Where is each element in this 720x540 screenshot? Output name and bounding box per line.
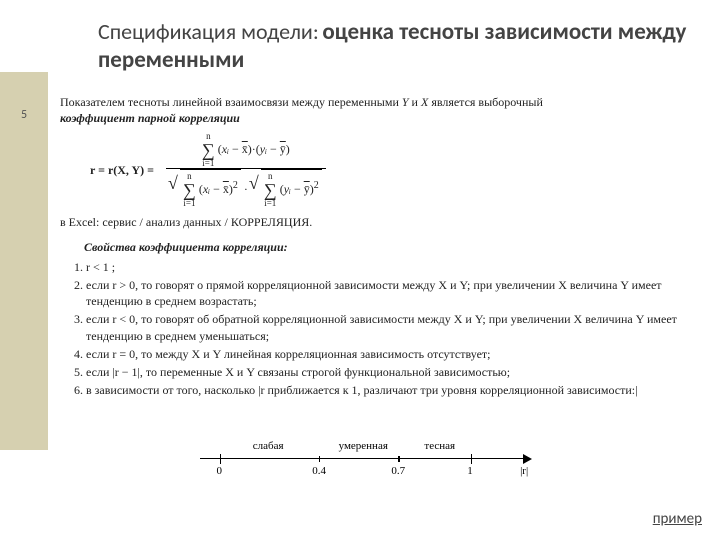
intro-text-b: и	[412, 95, 421, 109]
tick-04	[319, 456, 321, 462]
formula-fraction: n∑i=1 (xᵢ − x̄)·(yᵢ − ȳ) n∑i=1 (xᵢ − x̄)…	[166, 132, 326, 208]
correlation-formula: r = r(X, Y) = n∑i=1 (xᵢ − x̄)·(yᵢ − ȳ) n…	[90, 132, 700, 208]
properties-title: Свойства коэффициента корреляции:	[84, 239, 700, 255]
correlation-scale: слабая умеренная тесная 0 0.4 0.7 1 |r|	[200, 440, 530, 500]
xi-2: xᵢ	[203, 182, 210, 196]
sum-lower-3: i=1	[264, 199, 277, 208]
prop-4: если r = 0, то между X и Y линейная корр…	[86, 346, 700, 362]
var-y: Y	[402, 95, 409, 109]
intro-text-c: является выборочный	[431, 95, 543, 109]
scale-07: 0.7	[391, 465, 405, 477]
yi: yᵢ	[260, 142, 267, 156]
scale-04: 0.4	[312, 465, 326, 477]
prop-1: r < 1 ;	[86, 259, 700, 275]
excel-instruction: в Excel: сервис / анализ данных / КОРРЕЛ…	[60, 214, 700, 230]
slide-title: Спецификация модели: оценка тесноты зави…	[98, 18, 698, 74]
xi: xᵢ	[222, 142, 229, 156]
prop-2: если r > 0, то говорят о прямой корреляц…	[86, 277, 700, 309]
tick-0	[220, 454, 222, 464]
scale-axis	[200, 458, 530, 459]
intro-paragraph: Показателем тесноты линейной взаимосвязи…	[60, 94, 700, 126]
scale-labels-top: слабая умеренная тесная	[200, 440, 530, 456]
prop-3: если r < 0, то говорят об обратной корре…	[86, 311, 700, 343]
scale-weak: слабая	[253, 440, 284, 452]
intro-text-a: Показателем тесноты линейной взаимосвязи…	[60, 95, 402, 109]
sq-1: 2	[233, 180, 238, 191]
coeff-name: коэффициент парной корреляции	[60, 111, 240, 125]
scale-moderate: умеренная	[339, 440, 388, 452]
scale-0: 0	[217, 465, 223, 477]
formula-lhs: r = r(X, Y) =	[90, 162, 154, 178]
example-link[interactable]: пример	[653, 510, 702, 528]
slide-number: 5	[0, 108, 48, 122]
sum-lower-2: i=1	[183, 199, 196, 208]
var-x: X	[421, 95, 428, 109]
ymean: ȳ	[280, 142, 286, 156]
prop-6: в зависимости от того, насколько |r приб…	[86, 382, 700, 398]
scale-r: |r|	[520, 465, 528, 477]
xmean: x̄	[242, 142, 248, 156]
tick-07	[398, 456, 400, 462]
scale-tight: тесная	[424, 440, 455, 452]
scale-1: 1	[467, 465, 473, 477]
sq-2: 2	[314, 180, 319, 191]
ymean-2: ȳ	[304, 182, 310, 196]
properties-list: r < 1 ; если r > 0, то говорят о прямой …	[86, 259, 700, 399]
tick-1	[471, 454, 473, 464]
title-light: Спецификация модели:	[98, 18, 319, 45]
slide-number-bar	[0, 72, 48, 450]
sum-lower: i=1	[202, 159, 215, 168]
yi-2: yᵢ	[284, 182, 291, 196]
xmean-2: x̄	[223, 182, 229, 196]
content-area: Показателем тесноты линейной взаимосвязи…	[60, 94, 700, 400]
scale-labels-bottom: 0 0.4 0.7 1 |r|	[200, 465, 530, 481]
arrowhead-icon	[523, 454, 532, 464]
prop-5: если |r − 1|, то переменные X и Y связан…	[86, 364, 700, 380]
